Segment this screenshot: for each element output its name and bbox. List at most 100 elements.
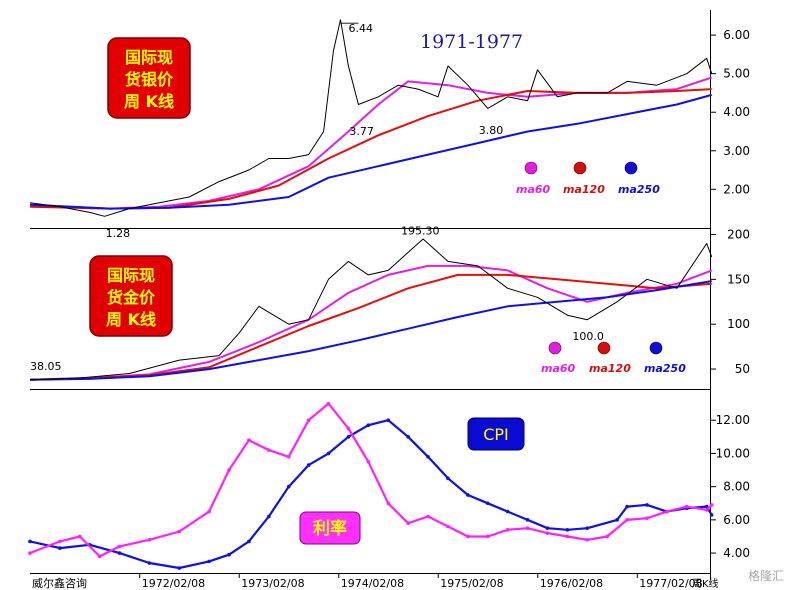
gold-annotation-label: 195.30 bbox=[401, 225, 440, 238]
axis-layer: 1972/02/08 1973/02/08 1974/02/08 1975/02/08… bbox=[139, 28, 750, 590]
legend-ma60-label: ma60 bbox=[516, 183, 551, 196]
silver-y-tick-label: 5.00 bbox=[723, 67, 750, 81]
gold-badge-line-2: 货金价 bbox=[107, 288, 156, 307]
silver-y-tick-label: 2.00 bbox=[723, 182, 750, 196]
x-tick-label: 1973/02/08 bbox=[241, 577, 304, 590]
cpi-point bbox=[386, 418, 391, 423]
rate-point bbox=[545, 531, 550, 535]
rate-point bbox=[58, 539, 62, 544]
rate-point bbox=[117, 544, 122, 549]
x-tick-label: 1977/02/08 bbox=[639, 577, 702, 590]
legend-ma250-dot bbox=[649, 341, 663, 355]
rate-point bbox=[177, 529, 182, 534]
rate-point bbox=[709, 503, 714, 507]
cpi-point bbox=[525, 518, 530, 522]
rate-point bbox=[446, 524, 450, 529]
legend-ma120-label: ma120 bbox=[589, 362, 631, 375]
gold-annotation-label: 100.0 bbox=[572, 330, 604, 343]
rate-point bbox=[466, 534, 470, 539]
cpi-point bbox=[485, 501, 490, 506]
legend-ma120-label: ma120 bbox=[563, 183, 605, 196]
rate-point bbox=[28, 551, 32, 555]
cpi_rate-y-tick-label: 10.00 bbox=[716, 446, 750, 460]
rate-point bbox=[366, 459, 371, 464]
cpi-point bbox=[247, 539, 251, 544]
cpi-point bbox=[505, 509, 510, 514]
footer-period: 周K线 bbox=[692, 577, 719, 590]
silver-ma250-line bbox=[29, 93, 712, 210]
gold-annotation-label: 38.05 bbox=[30, 360, 62, 373]
gold-ma250-line bbox=[29, 280, 712, 381]
cpi-point bbox=[306, 463, 311, 467]
cpi_rate-y-tick-label: 12.00 bbox=[716, 413, 750, 427]
rate-point bbox=[585, 537, 590, 542]
gold-badge: 国际现 货金价 周 K线 bbox=[89, 255, 173, 337]
gold-y-tick-label: 200 bbox=[727, 227, 750, 241]
cpi-point bbox=[625, 504, 629, 509]
rate-point bbox=[286, 454, 291, 459]
gold-legend: ma60 ma120 ma250 bbox=[541, 341, 686, 375]
rate-point bbox=[645, 516, 649, 521]
rate-point bbox=[565, 534, 570, 539]
rate-point bbox=[207, 509, 211, 514]
panel-frames bbox=[30, 10, 711, 580]
cpi-point bbox=[366, 423, 371, 428]
cpi-point bbox=[28, 539, 32, 544]
rate-point bbox=[704, 508, 709, 512]
gold-badge-line-3: 周 K线 bbox=[106, 310, 156, 329]
cpi-point bbox=[227, 552, 231, 557]
rate-point bbox=[665, 509, 669, 514]
rate-point bbox=[406, 521, 410, 525]
cpi-label: CPI bbox=[483, 425, 509, 444]
plot-layer: 6.44 1.28 3.77 3.80 195.30 38.05 100.0 bbox=[28, 19, 714, 570]
rate-point bbox=[525, 526, 530, 530]
x-tick-label: 1972/02/08 bbox=[142, 577, 205, 590]
rate-point bbox=[625, 518, 629, 522]
silver-annotation-label: 1.28 bbox=[106, 227, 131, 240]
legend-ma120-dot bbox=[597, 341, 611, 355]
chart-title: 1971-1977 bbox=[420, 31, 523, 53]
cpi_rate-y-tick-label: 6.00 bbox=[723, 513, 750, 527]
cpi-point bbox=[565, 528, 570, 532]
rate-point bbox=[267, 448, 271, 452]
legend-ma60-dot bbox=[524, 161, 538, 175]
gold-ma120-line bbox=[29, 273, 712, 381]
cpi_rate-rate-line bbox=[29, 402, 713, 558]
silver-badge-line-3: 周 K线 bbox=[124, 92, 174, 111]
silver-badge-line-1: 国际现 bbox=[125, 48, 173, 67]
cpi_rate-y-tick-label: 8.00 bbox=[723, 480, 750, 494]
cpi_rate-y-tick-label: 4.00 bbox=[723, 546, 750, 560]
cpi-point bbox=[426, 454, 430, 459]
cpi-label-box: CPI bbox=[467, 417, 525, 451]
silver-annotation-label: 6.44 bbox=[348, 22, 373, 35]
legend-ma250-dot bbox=[624, 161, 638, 175]
silver-y-tick-label: 6.00 bbox=[723, 28, 750, 42]
silver-annotation-label: 3.80 bbox=[479, 124, 504, 137]
rate-point bbox=[426, 514, 430, 519]
legend-ma120-dot bbox=[573, 161, 587, 175]
cpi-point bbox=[177, 566, 182, 570]
legend-ma250-label: ma250 bbox=[618, 183, 660, 196]
cpi-point bbox=[446, 476, 450, 481]
cpi-point bbox=[645, 503, 649, 507]
cpi-point bbox=[466, 493, 470, 497]
silver-y-tick-label: 4.00 bbox=[723, 105, 750, 119]
watermark: 格隆汇 bbox=[748, 568, 784, 583]
footer-source: 威尔鑫咨询 bbox=[32, 576, 87, 590]
x-tick-label: 1975/02/08 bbox=[440, 577, 503, 590]
cpi-point bbox=[346, 435, 351, 439]
cpi-point bbox=[147, 561, 152, 565]
legend-ma60-label: ma60 bbox=[541, 362, 576, 375]
rate-point bbox=[485, 534, 490, 539]
cpi-point bbox=[406, 435, 410, 439]
gold-price-line bbox=[29, 238, 713, 381]
x-tick-label: 1974/02/08 bbox=[341, 577, 404, 590]
rate-point bbox=[77, 534, 82, 539]
cpi-point bbox=[58, 546, 62, 550]
cpi-point bbox=[326, 451, 331, 456]
rate-point bbox=[684, 504, 689, 509]
rate-point bbox=[306, 418, 311, 423]
silver-price-line bbox=[29, 19, 713, 217]
silver-y-tick-label: 3.00 bbox=[723, 144, 750, 158]
